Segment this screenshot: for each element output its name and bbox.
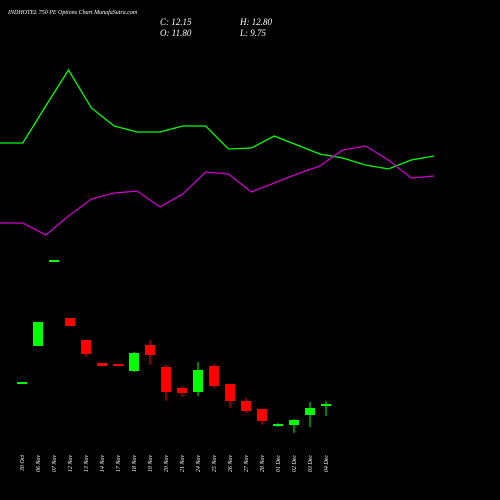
candle-body bbox=[33, 322, 43, 346]
candle-body bbox=[17, 382, 27, 384]
candle-body bbox=[113, 364, 123, 366]
candle-body bbox=[145, 345, 155, 355]
x-tick-label: 03 Dec bbox=[308, 455, 314, 472]
x-tick-label: 06 Nov bbox=[36, 455, 42, 473]
x-tick-label: 02 Dec bbox=[292, 455, 298, 472]
x-tick-label: 07 Nov bbox=[52, 455, 58, 473]
candle-body bbox=[177, 388, 187, 393]
ohlc-open: O: 11.80 bbox=[160, 28, 192, 38]
x-tick-label: 24 Nov bbox=[195, 455, 202, 473]
x-tick-label: 21 Nov bbox=[180, 455, 186, 473]
candle-body bbox=[193, 370, 203, 392]
x-tick-label: 04 Dec bbox=[323, 455, 330, 472]
ohlc-close: C: 12.15 bbox=[160, 17, 192, 27]
x-tick-label: 28 Nov bbox=[260, 455, 266, 473]
indicator-line bbox=[0, 145, 435, 236]
x-tick-label: 01 Dec bbox=[276, 455, 282, 472]
candle-body bbox=[241, 401, 251, 411]
ohlc-high: H: 12.80 bbox=[239, 17, 272, 27]
x-tick-label: 17 Nov bbox=[116, 455, 122, 473]
indicator-line bbox=[0, 68, 435, 170]
chart-title: INDHOTEL 750 PE Options Chart MunafaSutr… bbox=[7, 9, 138, 16]
x-tick-label: 20 Nov bbox=[164, 455, 170, 473]
x-tick-label: 19 Nov bbox=[148, 455, 154, 473]
candle-body bbox=[65, 318, 75, 326]
x-tick-label: 13 Nov bbox=[84, 455, 90, 473]
candle-body bbox=[225, 384, 235, 401]
candle-body bbox=[273, 424, 283, 426]
candle-body bbox=[97, 363, 107, 366]
candle-body bbox=[257, 409, 267, 421]
x-tick-label: 25 Nov bbox=[212, 455, 218, 473]
x-tick-label: 14 Nov bbox=[99, 455, 106, 473]
candle-body bbox=[161, 367, 171, 392]
ohlc-low: L: 9.75 bbox=[239, 28, 267, 38]
candle-body bbox=[305, 408, 315, 415]
candle-body bbox=[289, 420, 299, 425]
candle-body bbox=[209, 366, 219, 386]
x-tick-label: 27 Nov bbox=[244, 455, 250, 473]
candle-body bbox=[129, 353, 139, 371]
candle-body bbox=[81, 340, 91, 354]
x-tick-label: 12 Nov bbox=[68, 455, 74, 473]
x-tick-label: 18 Nov bbox=[132, 455, 138, 473]
candle-body bbox=[49, 260, 59, 262]
x-tick-label: 26 Nov bbox=[228, 455, 234, 473]
candle-body bbox=[321, 404, 331, 406]
x-tick-label: 30 Oct bbox=[20, 455, 26, 472]
